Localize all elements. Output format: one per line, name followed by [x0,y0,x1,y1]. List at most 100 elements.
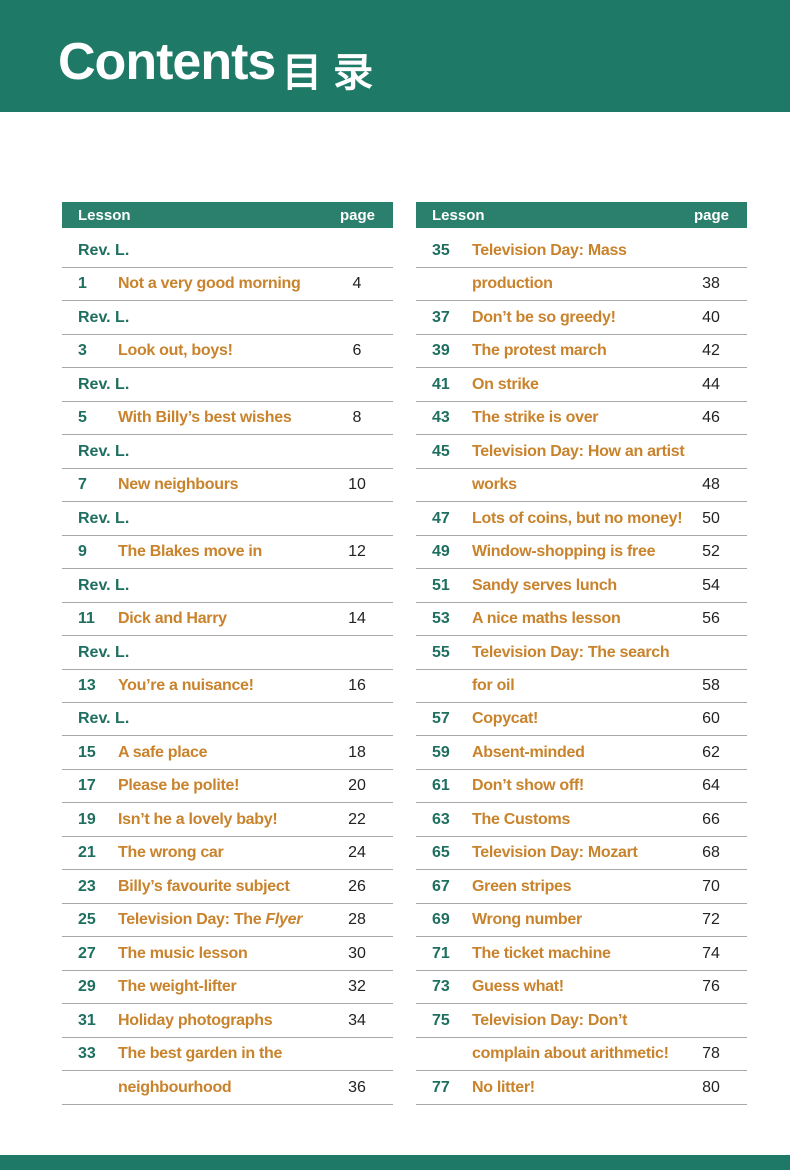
toc-row: Rev. L. [62,368,393,402]
lesson-number: 29 [78,978,96,996]
toc-row: Rev. L. [62,435,393,469]
title-text: Window-shopping is free [472,543,656,561]
lesson-number: Rev. L. [78,308,130,326]
lesson-number: 3 [78,342,87,360]
page-number: 30 [348,944,366,962]
lesson-title: The Customs [472,811,570,829]
title-text: On strike [472,375,539,393]
lesson-title: The Blakes move in [118,543,262,561]
lesson-number: 65 [432,844,450,862]
toc-row: 73 Guess what! 76 [416,970,747,1005]
lesson-number: Rev. L. [78,710,130,728]
title-text: The Customs [472,810,571,828]
lesson-number: Rev. L. [78,643,130,661]
page-number: 40 [702,308,720,326]
lesson-title: The weight-lifter [118,978,237,996]
toc-row: for oil 58 [416,669,747,703]
toc-row: 5 With Billy’s best wishes 8 [62,401,393,436]
lesson-title: Television Day: Mozart [472,844,638,862]
page-number: 72 [702,911,720,929]
toc-row: 15 A safe place 18 [62,736,393,770]
lesson-number: 73 [432,978,450,996]
toc-row: Rev. L. [62,569,393,603]
title-text: Dick and Harry [118,610,227,628]
lesson-title: Green stripes [472,878,572,896]
lesson-title: A nice maths lesson [472,610,621,628]
page-number: 48 [702,476,720,494]
toc-row: 41 On strike 44 [416,368,747,402]
lesson-title: production [472,275,553,293]
page-number: 60 [702,710,720,728]
page-number: 76 [702,978,720,996]
page-number: 78 [702,1045,720,1063]
title-text: The protest march [472,342,607,360]
page-number: 74 [702,944,720,962]
lesson-number: 27 [78,944,96,962]
title-text: Television Day: Mass [472,242,627,259]
title-text: Guess what! [472,978,564,996]
toc-row: 53 A nice maths lesson 56 [416,602,747,637]
lesson-number: 69 [432,911,450,929]
title-text: The ticket machine [472,944,611,962]
lesson-title: Lots of coins, but no money! [472,510,683,528]
toc-row: 35 Television Day: Mass [416,234,747,268]
lesson-number: 63 [432,810,450,828]
page-number: 38 [702,275,720,293]
lesson-title: Please be polite! [118,777,239,795]
lesson-title: complain about arithmetic! [472,1045,669,1063]
title-text: A nice maths lesson [472,610,621,628]
title-text: Television Day: The [118,911,262,929]
toc-row: 29 The weight-lifter 32 [62,970,393,1005]
toc-row: 27 The music lesson 30 [62,937,393,971]
lesson-number: 53 [432,610,450,628]
lesson-title: for oil [472,677,515,695]
toc-row: 63 The Customs 66 [416,803,747,837]
toc-row: production 38 [416,267,747,302]
page-number: 58 [702,676,720,694]
toc-row: 7 New neighbours 10 [62,468,393,503]
lesson-title: Don’t show off! [472,777,584,795]
lesson-title: Guess what! [472,978,564,996]
lesson-number: 11 [78,610,95,628]
page-number: 8 [352,409,362,427]
page-number: 32 [348,978,366,996]
toc-row: 57 Copycat! 60 [416,702,747,737]
title-text: Don’t show off! [472,777,584,795]
lesson-number: 5 [78,409,87,427]
lesson-number: 13 [78,676,96,694]
toc-row: neighbourhood 36 [62,1071,393,1105]
toc-row: 23 Billy’s favourite subject 26 [62,870,393,904]
lesson-number: 15 [78,743,96,761]
title-text: Look out, boys! [118,342,233,360]
lesson-number: 31 [78,1011,96,1029]
toc-row: 67 Green stripes 70 [416,870,747,904]
title-text: Television Day: Don’t [472,1011,628,1029]
lesson-number: 51 [432,576,450,594]
page-number: 4 [352,275,362,293]
lesson-title: The protest march [472,342,607,360]
page-number: 14 [348,610,366,628]
toc-row: 9 The Blakes move in 12 [62,535,393,570]
lesson-title: Billy’s favourite subject [118,878,290,896]
title-text: Billy’s favourite subject [118,877,290,895]
page-number: 62 [702,743,720,761]
lesson-title: A safe place [118,744,208,762]
page-number: 46 [702,409,720,427]
lesson-title: Television Day: The search [472,644,670,662]
toc-row: 75 Television Day: Don’t [416,1004,747,1038]
title-text: No litter! [472,1078,535,1096]
lesson-number: 77 [432,1078,450,1096]
lesson-title: Isn’t he a lovely baby! [118,811,278,829]
title-italic: Flyer [265,911,303,929]
toc-row: 21 The wrong car 24 [62,836,393,871]
toc-row: 1 Not a very good morning 4 [62,267,393,302]
toc-row: 25 Television Day: The Flyer 28 [62,903,393,938]
lesson-number: 23 [78,877,96,895]
lesson-number: 75 [432,1011,450,1029]
lesson-number: 35 [432,242,450,259]
title-text: Television Day: Mozart [472,844,638,862]
toc-row: 33 The best garden in the [62,1037,393,1072]
column-header: Lesson [432,207,485,224]
lesson-number: 19 [78,810,96,828]
page-number: 26 [348,877,366,895]
